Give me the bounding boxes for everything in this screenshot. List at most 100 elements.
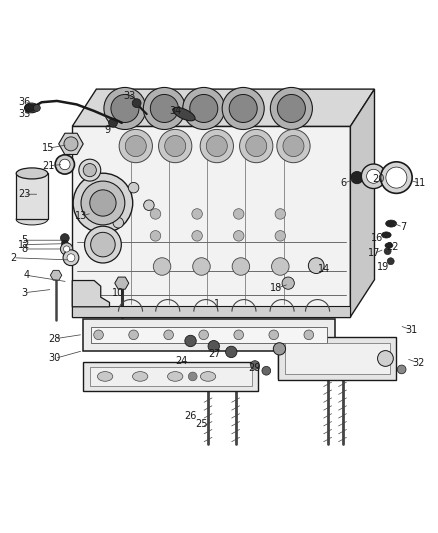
Circle shape xyxy=(64,246,70,252)
Circle shape xyxy=(397,365,406,374)
Circle shape xyxy=(183,87,225,130)
Circle shape xyxy=(273,343,286,355)
Circle shape xyxy=(251,361,259,369)
Circle shape xyxy=(246,135,267,157)
Polygon shape xyxy=(83,361,258,391)
Circle shape xyxy=(64,137,78,151)
Circle shape xyxy=(262,366,271,375)
Text: 11: 11 xyxy=(414,178,427,188)
Circle shape xyxy=(226,346,237,358)
Circle shape xyxy=(90,209,99,217)
Circle shape xyxy=(199,330,208,340)
Circle shape xyxy=(150,231,161,241)
Circle shape xyxy=(60,233,69,243)
Circle shape xyxy=(282,277,294,289)
Circle shape xyxy=(83,164,96,177)
Circle shape xyxy=(277,130,310,163)
Text: 25: 25 xyxy=(195,419,208,429)
Circle shape xyxy=(277,94,305,123)
Circle shape xyxy=(193,258,210,275)
Ellipse shape xyxy=(168,372,183,381)
Circle shape xyxy=(233,209,244,219)
Text: 35: 35 xyxy=(18,109,30,119)
Circle shape xyxy=(153,258,171,275)
Circle shape xyxy=(67,254,75,262)
Text: 26: 26 xyxy=(184,411,197,421)
Circle shape xyxy=(304,330,314,340)
Ellipse shape xyxy=(16,168,48,179)
Circle shape xyxy=(143,87,185,130)
Circle shape xyxy=(185,335,196,346)
Circle shape xyxy=(165,135,186,157)
Circle shape xyxy=(361,164,386,189)
Circle shape xyxy=(381,162,412,193)
Circle shape xyxy=(128,182,139,193)
Text: 22: 22 xyxy=(386,242,398,252)
Text: 34: 34 xyxy=(169,106,181,116)
Circle shape xyxy=(270,87,312,130)
Circle shape xyxy=(233,231,244,241)
Ellipse shape xyxy=(381,232,391,238)
Circle shape xyxy=(222,87,264,130)
Circle shape xyxy=(234,330,244,340)
Text: 32: 32 xyxy=(412,358,424,368)
Text: 12: 12 xyxy=(18,240,30,249)
Text: 5: 5 xyxy=(21,235,27,245)
Text: 3: 3 xyxy=(21,288,27,298)
Circle shape xyxy=(164,330,173,340)
Ellipse shape xyxy=(385,243,393,248)
Circle shape xyxy=(378,351,393,366)
Text: 19: 19 xyxy=(377,262,389,271)
Circle shape xyxy=(272,258,289,275)
Circle shape xyxy=(61,240,68,247)
Circle shape xyxy=(192,231,202,241)
Circle shape xyxy=(85,226,121,263)
Circle shape xyxy=(150,94,178,123)
Circle shape xyxy=(367,169,381,183)
Text: 31: 31 xyxy=(406,325,418,335)
Circle shape xyxy=(387,258,394,265)
Circle shape xyxy=(275,231,286,241)
Circle shape xyxy=(269,330,279,340)
Text: 16: 16 xyxy=(371,233,383,243)
Polygon shape xyxy=(72,306,350,317)
Circle shape xyxy=(159,130,192,163)
Polygon shape xyxy=(278,336,396,381)
Circle shape xyxy=(200,130,233,163)
Circle shape xyxy=(63,250,79,265)
Circle shape xyxy=(125,135,146,157)
Ellipse shape xyxy=(132,372,148,381)
Ellipse shape xyxy=(173,107,195,121)
Circle shape xyxy=(113,217,124,228)
Text: 6: 6 xyxy=(341,178,347,188)
Ellipse shape xyxy=(97,372,113,381)
Text: 18: 18 xyxy=(270,284,282,293)
Circle shape xyxy=(208,341,219,352)
Circle shape xyxy=(192,209,202,219)
Circle shape xyxy=(81,181,125,225)
Circle shape xyxy=(384,248,391,255)
Text: 28: 28 xyxy=(49,334,61,344)
Ellipse shape xyxy=(25,103,39,113)
Ellipse shape xyxy=(385,220,397,227)
Circle shape xyxy=(111,94,139,123)
Circle shape xyxy=(94,330,103,340)
Circle shape xyxy=(79,159,101,181)
Text: 36: 36 xyxy=(18,97,30,107)
Text: 10: 10 xyxy=(112,288,124,298)
Text: 15: 15 xyxy=(42,143,54,154)
Circle shape xyxy=(386,167,407,188)
Circle shape xyxy=(150,209,161,219)
Circle shape xyxy=(73,173,133,233)
Circle shape xyxy=(104,87,146,130)
Circle shape xyxy=(275,209,286,219)
Ellipse shape xyxy=(200,372,215,381)
Polygon shape xyxy=(72,280,110,307)
Text: 17: 17 xyxy=(368,248,381,259)
Circle shape xyxy=(232,258,250,275)
Text: 13: 13 xyxy=(75,211,87,221)
Text: 24: 24 xyxy=(176,356,188,366)
Text: 2: 2 xyxy=(10,253,16,263)
Text: 30: 30 xyxy=(49,353,61,364)
Text: 33: 33 xyxy=(123,91,135,101)
